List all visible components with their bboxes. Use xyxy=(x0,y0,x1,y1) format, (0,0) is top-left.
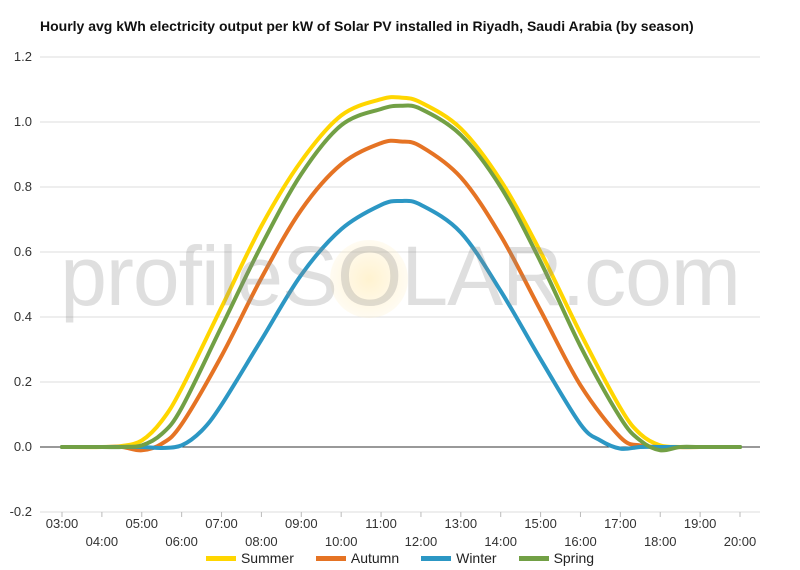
series-line-summer xyxy=(60,95,742,450)
x-tick-label: 16:00 xyxy=(564,534,597,549)
x-tick-label: 15:00 xyxy=(524,516,557,531)
legend-swatch xyxy=(205,555,236,561)
legend-item-spring[interactable]: Spring xyxy=(518,550,595,566)
legend-label: Autumn xyxy=(350,550,400,566)
x-tick-label: 04:00 xyxy=(86,534,119,549)
y-tick-label: -0.2 xyxy=(10,504,32,519)
legend-swatch xyxy=(315,555,346,561)
legend-label: Summer xyxy=(240,550,294,566)
x-tick-label: 07:00 xyxy=(205,516,238,531)
x-tick-label: 09:00 xyxy=(285,516,318,531)
legend-item-summer[interactable]: Summer xyxy=(205,550,294,566)
x-tick-label: 14:00 xyxy=(484,534,517,549)
x-tick-label: 10:00 xyxy=(325,534,358,549)
legend-swatch xyxy=(518,555,549,561)
chart-legend: Summer Autumn Winter Spring xyxy=(0,550,800,566)
series-line-spring xyxy=(60,103,742,453)
series-line-winter xyxy=(60,198,742,451)
y-tick-label: 0.4 xyxy=(14,309,32,324)
x-tick-label: 05:00 xyxy=(125,516,158,531)
legend-item-autumn[interactable]: Autumn xyxy=(315,550,400,566)
y-tick-label: 1.0 xyxy=(14,114,32,129)
x-tick-label: 17:00 xyxy=(604,516,637,531)
y-axis-ticks: -0.2 0.0 0.2 0.4 0.6 0.8 1.0 1.2 xyxy=(10,49,32,519)
series-lines xyxy=(60,95,742,453)
x-tick-label: 18:00 xyxy=(644,534,677,549)
x-tick-label: 12:00 xyxy=(405,534,438,549)
y-tick-label: 0.6 xyxy=(14,244,32,259)
x-tick-label: 06:00 xyxy=(165,534,198,549)
chart-title: Hourly avg kWh electricity output per kW… xyxy=(40,18,694,34)
legend-label: Spring xyxy=(553,550,595,566)
x-tick-label: 08:00 xyxy=(245,534,278,549)
legend-label: Winter xyxy=(456,550,497,566)
y-tick-label: 0.8 xyxy=(14,179,32,194)
x-tick-label: 11:00 xyxy=(365,516,397,531)
legend-swatch xyxy=(421,555,452,561)
y-tick-label: 1.2 xyxy=(14,49,32,64)
x-tick-label: 03:00 xyxy=(46,516,79,531)
x-tick-label: 20:00 xyxy=(724,534,757,549)
x-tick-label: 13:00 xyxy=(445,516,478,531)
x-axis-ticks: 03:00 04:00 05:00 06:00 07:00 08:00 09:00 10:00… xyxy=(46,512,757,549)
legend-item-winter[interactable]: Winter xyxy=(421,550,497,566)
y-tick-label: 0.0 xyxy=(14,439,32,454)
y-tick-label: 0.2 xyxy=(14,374,32,389)
x-tick-label: 19:00 xyxy=(684,516,717,531)
